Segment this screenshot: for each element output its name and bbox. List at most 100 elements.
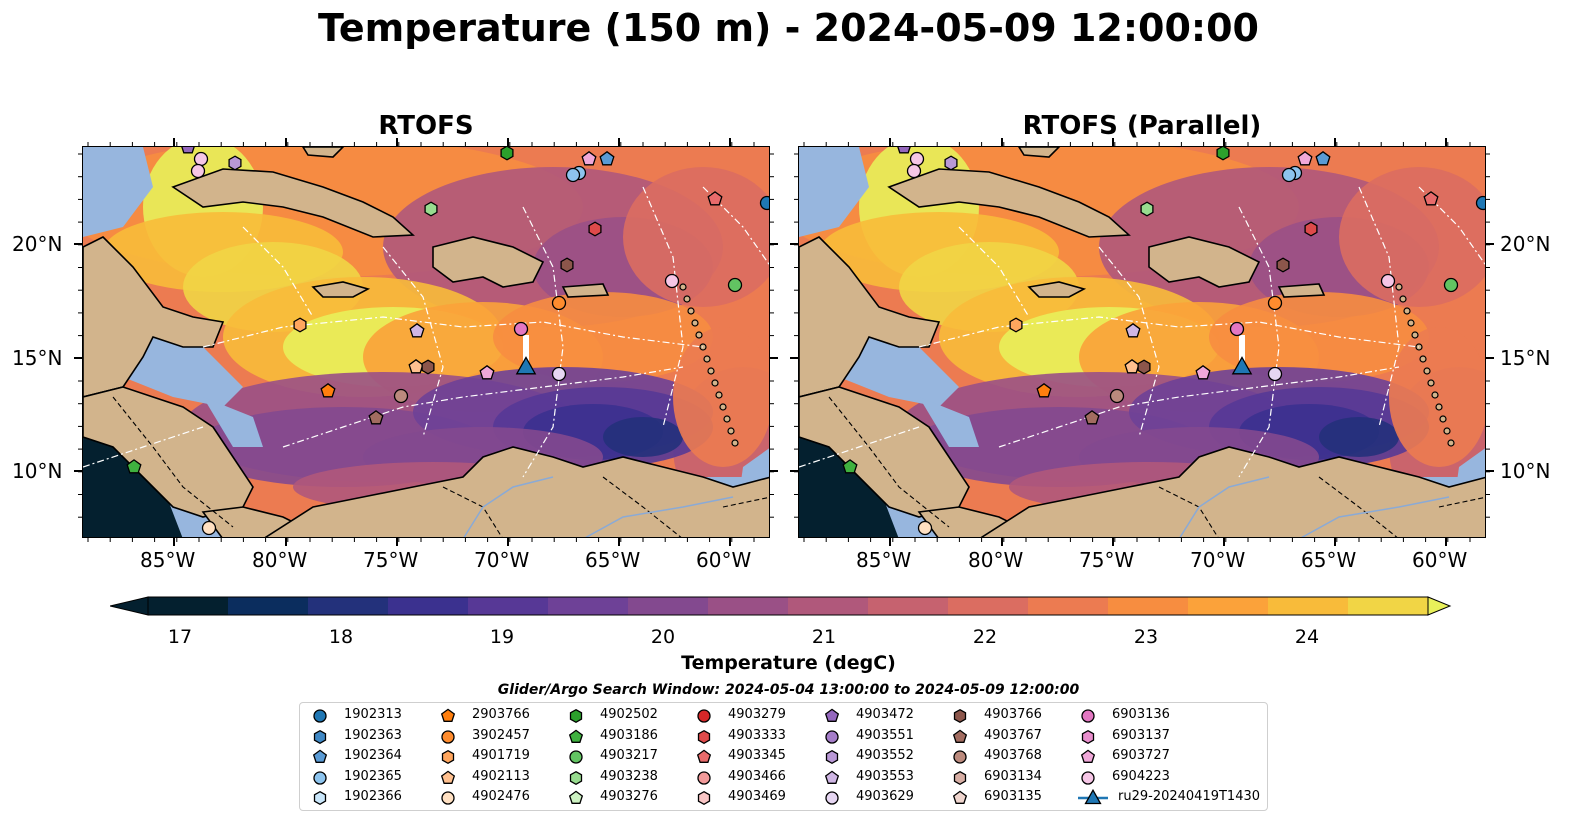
platform-marker	[1140, 201, 1154, 217]
eez-boundary	[1358, 186, 1400, 428]
temperature-field	[1209, 292, 1429, 382]
legend-label: ru29-20240419T1430	[1118, 789, 1261, 805]
glider-marker	[1231, 356, 1253, 375]
legend-label: 4903766	[984, 707, 1042, 722]
country-border	[112, 396, 234, 528]
eez-boundary	[382, 246, 444, 438]
colorbar-segment	[228, 597, 309, 615]
legend-marker	[953, 750, 967, 764]
legend-label: 6903727	[1112, 748, 1170, 764]
platform-marker	[1423, 191, 1439, 206]
legend-marker-icon	[1081, 771, 1095, 785]
colorbar-segment	[708, 597, 789, 615]
island	[707, 367, 715, 375]
legend-label: 4902476	[472, 789, 530, 805]
legend-marker-icon	[313, 709, 327, 723]
eez-boundary	[242, 226, 314, 318]
island	[1439, 415, 1447, 423]
platform-marker	[513, 321, 529, 337]
legend-label: 4901719	[472, 748, 530, 764]
platform-marker	[1267, 366, 1283, 382]
legend-marker-icon	[697, 791, 711, 806]
legend-marker	[441, 729, 455, 744]
legend-marker-icon	[824, 770, 840, 784]
glider-track	[1239, 335, 1245, 363]
platform-marker	[1009, 317, 1023, 333]
colorbar-segment	[388, 597, 469, 615]
legend-marker-icon	[1081, 729, 1095, 744]
river	[585, 496, 734, 537]
platform-marker	[560, 257, 574, 273]
platform-marker	[588, 221, 602, 237]
legend-marker	[952, 790, 968, 805]
land-mass	[264, 446, 769, 537]
legend-marker	[313, 709, 327, 723]
lon-label: 85°W	[856, 548, 912, 572]
legend-marker-icon	[825, 791, 839, 806]
colorbar-segment	[1028, 597, 1109, 615]
legend-marker	[568, 729, 584, 743]
platform-marker	[1036, 382, 1052, 398]
legend-label: 4903238	[600, 768, 658, 784]
legend-marker-icon	[568, 790, 584, 805]
legend-marker-icon	[569, 750, 583, 764]
island	[1419, 355, 1427, 363]
legend-marker-icon	[313, 791, 327, 806]
legend-marker	[1080, 749, 1096, 764]
legend-label: 4903767	[984, 727, 1042, 743]
legend-marker	[697, 791, 711, 806]
legend-marker-icon	[952, 729, 968, 743]
legend-marker-icon	[825, 750, 839, 765]
platform-marker	[409, 322, 425, 338]
legend-marker	[569, 708, 583, 724]
land-mass	[171, 168, 415, 238]
legend-marker-icon	[568, 729, 584, 743]
legend-marker	[441, 791, 455, 806]
island	[687, 307, 695, 315]
legend-label: 6904223	[1112, 768, 1170, 784]
legend-marker-icon	[313, 771, 327, 785]
platform-marker	[759, 195, 769, 211]
colorbar-segment	[148, 597, 229, 615]
legend-label: 4903629	[856, 789, 914, 805]
platform-marker	[664, 273, 680, 289]
continental-shelf	[203, 397, 263, 447]
island	[1443, 427, 1451, 435]
colorbar-segment	[948, 597, 1029, 615]
eez-boundary	[918, 316, 1420, 348]
river	[1179, 476, 1270, 537]
legend-label: 6903135	[984, 789, 1042, 805]
legend-marker-icon	[952, 790, 968, 805]
colorbar-tick-label: 21	[811, 626, 837, 648]
platform-marker	[1443, 277, 1459, 293]
island	[731, 439, 739, 447]
map-canvas	[83, 147, 769, 537]
island	[1395, 283, 1403, 291]
colorbar-tick-label: 17	[167, 626, 193, 648]
platform-marker	[201, 520, 217, 536]
land-mass	[302, 147, 345, 158]
land-mass	[1027, 281, 1087, 298]
legend-marker	[440, 708, 456, 722]
land-mass	[1148, 236, 1261, 288]
platform-marker	[190, 163, 206, 179]
lat-label: 15°N	[12, 346, 63, 370]
legend-marker	[313, 791, 327, 806]
platform-marker	[320, 382, 336, 398]
island	[715, 391, 723, 399]
temperature-field	[1319, 417, 1399, 457]
legend-label: 4903553	[856, 768, 914, 784]
land-mass	[887, 168, 1131, 238]
legend-marker	[696, 749, 712, 764]
platform-marker	[727, 277, 743, 293]
colorbar-segment	[868, 597, 949, 615]
platform-marker	[500, 147, 514, 161]
platform-marker	[1216, 147, 1230, 161]
island	[679, 283, 687, 291]
legend-marker	[569, 750, 583, 764]
platform-marker	[1137, 359, 1151, 375]
legend-marker-icon	[697, 729, 711, 744]
platform-marker	[479, 364, 495, 380]
legend-label: 4903551	[856, 727, 914, 743]
legend-marker	[697, 709, 711, 723]
